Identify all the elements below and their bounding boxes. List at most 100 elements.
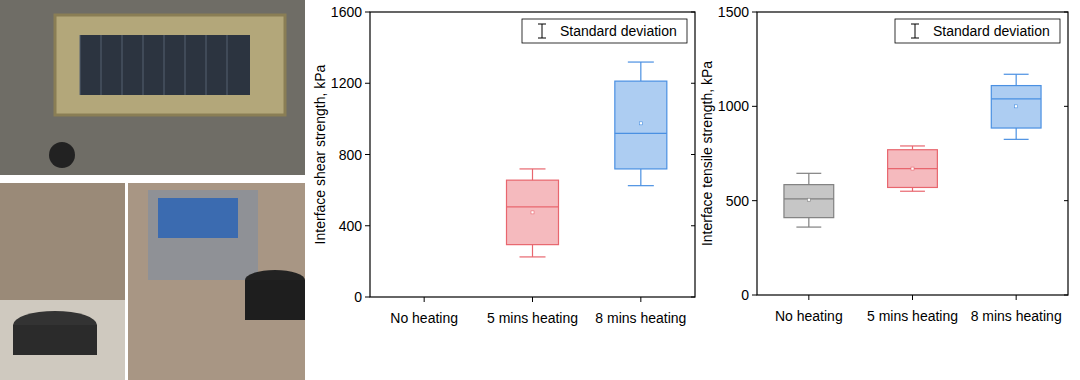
chart: 0 500 1000 1500 Interface tensile strength, … bbox=[699, 4, 1068, 324]
whisker-cap-high bbox=[900, 145, 925, 146]
whisker-high bbox=[640, 62, 641, 81]
y-tick-label: 500 bbox=[726, 193, 750, 209]
y-tick-label: 1200 bbox=[331, 75, 362, 91]
x-tick-label: 5 mins heating bbox=[487, 310, 578, 326]
whisker-high bbox=[808, 173, 809, 184]
cart-frame bbox=[55, 15, 285, 115]
mean bbox=[911, 167, 914, 170]
photo-right bbox=[128, 183, 305, 380]
legend: Standard deviation bbox=[522, 19, 687, 43]
y-tick-label: 400 bbox=[339, 218, 363, 234]
panel-grid bbox=[185, 35, 186, 95]
panel-grid bbox=[227, 35, 228, 95]
legend-text: Standard deviation bbox=[560, 23, 677, 39]
x-tick bbox=[532, 297, 533, 302]
x-tick-label: No heating bbox=[390, 310, 458, 326]
x-tick-label: 5 mins heating bbox=[867, 308, 958, 324]
y-tick bbox=[365, 225, 370, 226]
photo-cart bbox=[0, 0, 305, 175]
y-tick-label: 0 bbox=[354, 289, 362, 305]
y-tick bbox=[752, 12, 757, 13]
y-tick bbox=[752, 295, 757, 296]
photos bbox=[0, 0, 305, 380]
y-tick-label: 1000 bbox=[718, 98, 749, 114]
y-tick bbox=[365, 12, 370, 13]
whisker-cap-high bbox=[796, 173, 821, 174]
panel-grid bbox=[206, 35, 207, 95]
whisker-cap-low bbox=[628, 185, 654, 186]
mean bbox=[1015, 105, 1018, 108]
x-tick-label: 8 mins heating bbox=[595, 310, 686, 326]
y-tick-label: 1500 bbox=[718, 4, 749, 20]
panel-grid bbox=[101, 35, 102, 95]
plot-frame bbox=[757, 12, 1068, 295]
mean bbox=[531, 211, 534, 214]
legend-icon bbox=[542, 24, 543, 38]
x-tick-label: 8 mins heating bbox=[971, 308, 1062, 324]
y-tick-label: 800 bbox=[339, 147, 363, 163]
chart: 0 400 800 1200 1600 Interface shear strength,… bbox=[312, 4, 695, 326]
whisker-low bbox=[808, 218, 809, 227]
median bbox=[991, 98, 1041, 99]
bench bbox=[0, 300, 125, 380]
whisker-cap-low bbox=[900, 191, 925, 192]
y-axis-label: Interface shear strength, kPa bbox=[312, 64, 328, 244]
box bbox=[888, 150, 938, 188]
boxes bbox=[507, 62, 667, 257]
y-tick bbox=[752, 106, 757, 107]
y-tick-label: 1600 bbox=[331, 4, 362, 20]
photo-left bbox=[0, 183, 125, 380]
whisker-low bbox=[1016, 128, 1017, 139]
x-tick bbox=[424, 297, 425, 302]
whisker-cap-low bbox=[796, 226, 821, 227]
box bbox=[507, 180, 559, 244]
median bbox=[615, 133, 667, 134]
whisker-cap-high bbox=[628, 61, 654, 62]
mean bbox=[639, 122, 642, 125]
specimen-side bbox=[13, 325, 97, 355]
whisker-high bbox=[532, 169, 533, 180]
plot-frame bbox=[370, 12, 695, 297]
y-tick bbox=[365, 83, 370, 84]
wheel bbox=[49, 142, 75, 168]
legend-box bbox=[895, 19, 1060, 43]
y-tick bbox=[365, 297, 370, 298]
legend-icon bbox=[911, 24, 919, 25]
x-tick bbox=[640, 297, 641, 302]
panel-grid bbox=[80, 35, 81, 95]
legend-icon bbox=[911, 38, 919, 39]
x-tick-label: No heating bbox=[775, 308, 843, 324]
y-tick bbox=[365, 154, 370, 155]
whisker-high bbox=[1016, 74, 1017, 85]
median bbox=[507, 206, 559, 207]
whisker-cap-high bbox=[520, 168, 546, 169]
x-tick bbox=[912, 295, 913, 300]
mean bbox=[807, 198, 810, 201]
y-tick-label: 0 bbox=[741, 287, 749, 303]
panel-grid bbox=[143, 35, 144, 95]
figure: 0 400 800 1200 1600 Interface shear strength,… bbox=[0, 0, 1080, 380]
panel-grid bbox=[164, 35, 165, 95]
box bbox=[615, 81, 667, 169]
logger bbox=[148, 190, 258, 280]
legend-text: Standard deviation bbox=[933, 23, 1050, 39]
logger-screen bbox=[158, 198, 238, 238]
panel-grid bbox=[122, 35, 123, 95]
legend-icon bbox=[915, 24, 916, 38]
boxes bbox=[784, 74, 1041, 227]
legend-icon bbox=[538, 38, 546, 39]
whisker-cap-high bbox=[1004, 74, 1029, 75]
whisker-cap-low bbox=[520, 256, 546, 257]
x-tick bbox=[1016, 295, 1017, 300]
solar-panel bbox=[80, 35, 250, 95]
legend: Standard deviation bbox=[895, 19, 1060, 43]
legend-icon bbox=[538, 24, 546, 25]
y-tick bbox=[752, 200, 757, 201]
box bbox=[784, 185, 834, 218]
legend-box bbox=[522, 19, 687, 43]
y-axis-label: Interface tensile strength, kPa bbox=[699, 61, 715, 246]
median bbox=[888, 168, 938, 169]
whisker-cap-low bbox=[1004, 139, 1029, 140]
whisker-low bbox=[640, 169, 641, 186]
x-tick bbox=[808, 295, 809, 300]
